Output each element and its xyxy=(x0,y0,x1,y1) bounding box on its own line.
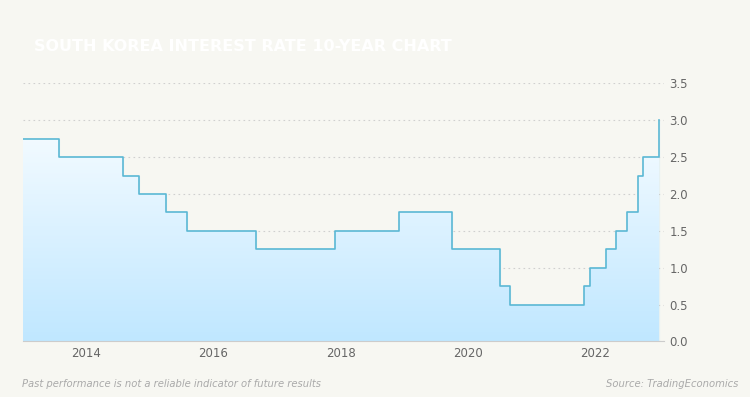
Text: Past performance is not a reliable indicator of future results: Past performance is not a reliable indic… xyxy=(22,379,322,389)
Text: SOUTH KOREA INTEREST RATE 10-YEAR CHART: SOUTH KOREA INTEREST RATE 10-YEAR CHART xyxy=(34,39,451,54)
Text: Source: TradingEconomics: Source: TradingEconomics xyxy=(606,379,739,389)
